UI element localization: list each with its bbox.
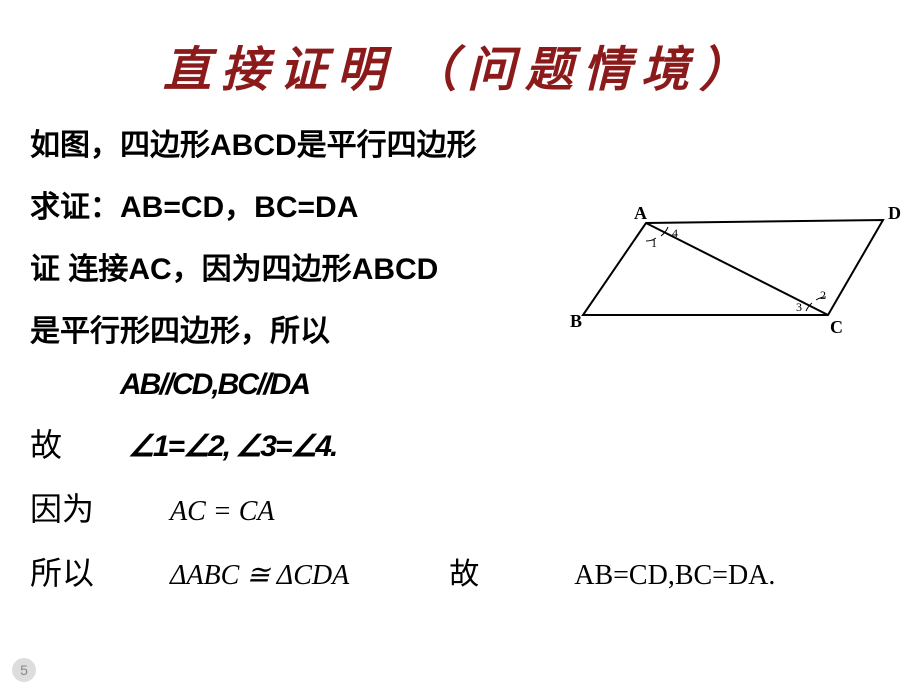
line-6a: 故 <box>30 427 62 463</box>
line-8: 所以 ΔABC ≅ ΔCDA <box>30 548 349 594</box>
line-6: 故 ∠1=∠2, ∠3=∠4. <box>30 420 920 466</box>
line-2-eq: AB=CD，BC=DA <box>120 191 358 224</box>
parallelogram-diagram: A D B C 1 4 3 2 <box>568 205 908 350</box>
vertex-label-a: A <box>634 205 647 223</box>
line-5-math: AB//CD,BC//DA <box>120 368 309 401</box>
line-8a: 所以 <box>30 555 94 591</box>
line-8b: ΔABC ≅ ΔCDA <box>170 560 349 591</box>
angle-label-3: 3 <box>796 300 802 314</box>
vertex-label-c: C <box>830 317 843 337</box>
line-9b: AB=CD,BC=DA. <box>574 560 775 591</box>
line-2-label: 求证： <box>30 191 120 224</box>
page-number-badge: 5 <box>12 658 36 682</box>
angle-label-1: 1 <box>651 236 657 250</box>
angle-label-4: 4 <box>672 226 678 240</box>
title-part-a: 直接证明 <box>163 44 395 97</box>
line-7b: AC = CA <box>170 496 274 527</box>
line-3d: ABCD <box>352 253 439 286</box>
line-1: 如图，四边形ABCD是平行四边形 <box>30 120 920 164</box>
line-4-text: 是平行形四边形，所以 <box>30 315 330 348</box>
line-5: AB//CD,BC//DA <box>30 368 920 402</box>
line-3b: AC <box>128 253 171 286</box>
vertex-label-b: B <box>570 311 582 331</box>
line-3c: ，因为四边形 <box>172 253 352 286</box>
line-9: 故 AB=CD,BC=DA. <box>449 549 775 593</box>
angle-label-2: 2 <box>820 288 826 302</box>
line-9a: 故 <box>449 558 479 591</box>
vertex-label-d: D <box>888 205 901 223</box>
line-6b: ∠1=∠2, ∠3=∠4. <box>128 430 336 463</box>
diagram-svg: A D B C 1 4 3 2 <box>568 205 908 350</box>
line-7a: 因为 <box>30 491 94 527</box>
line-8-9: 所以 ΔABC ≅ ΔCDA 故 AB=CD,BC=DA. <box>30 548 920 612</box>
line-1-text: 如图，四边形ABCD是平行四边形 <box>30 129 477 162</box>
title-part-b: （问题情境） <box>409 44 757 97</box>
page-number: 5 <box>20 662 28 678</box>
line-3a: 证 连接 <box>30 253 128 286</box>
slide-title: 直接证明 （问题情境） <box>0 0 920 120</box>
proof-content: 如图，四边形ABCD是平行四边形 求证：AB=CD，BC=DA 证 连接AC，因… <box>0 120 920 612</box>
line-7: 因为 AC = CA <box>30 484 920 530</box>
